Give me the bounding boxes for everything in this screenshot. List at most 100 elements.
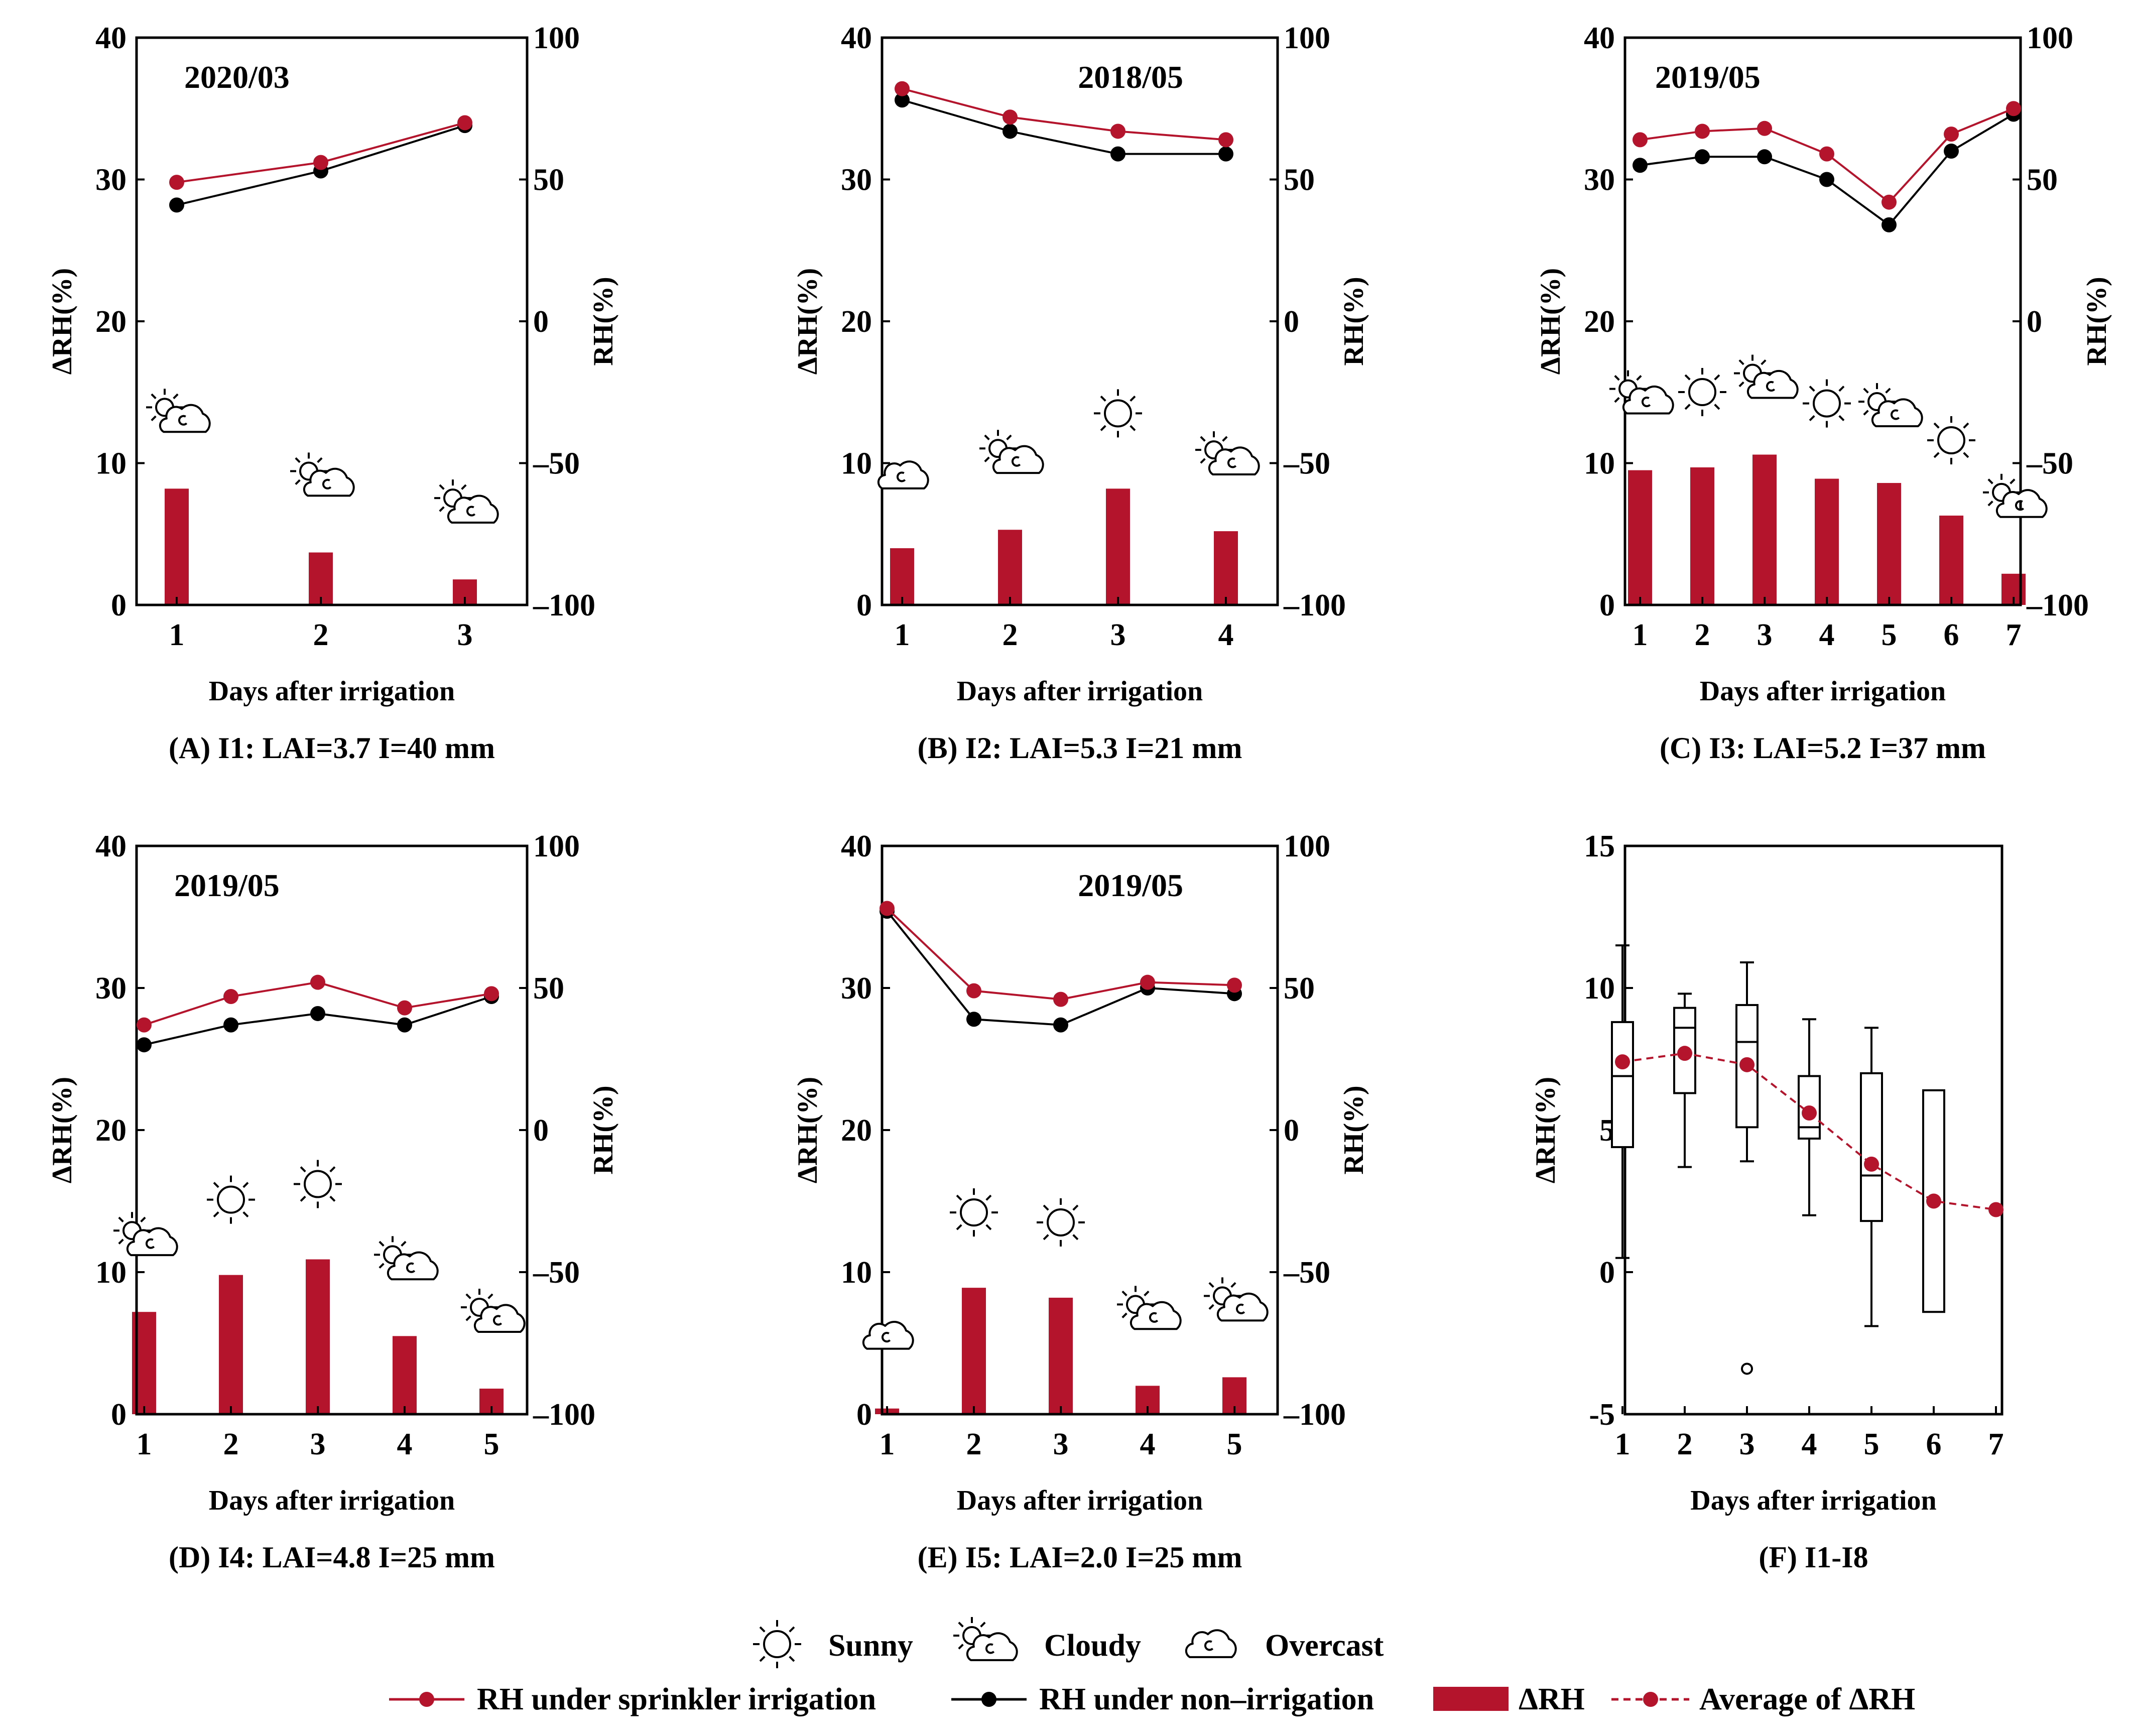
rh-sprinkler-point [1819,146,1834,162]
average-delta-rh-point [1615,1054,1630,1070]
sun-ray [1809,415,1815,421]
cloud-shape [1216,1292,1269,1322]
cloudy-icon [146,389,211,433]
cloudy-icon [979,430,1044,474]
panel-caption: (E) I5: LAI=2.0 I=25 mm [918,1541,1242,1574]
date-label: 2020/03 [184,59,290,95]
box-iqr [1611,1021,1634,1148]
sun-ray [1714,374,1720,381]
sun-ray [956,1224,962,1230]
legend-rh-sprinkler-label: RH under sprinkler irrigation [477,1682,876,1716]
cloud-shape [966,1632,1018,1661]
x-axis-label: Days after irrigation [1690,1485,1936,1516]
sun-disc [304,1170,332,1198]
sun-disc [1047,1208,1075,1236]
cloud-shape [126,1227,178,1257]
sun-ray [980,1622,986,1628]
left-tick-label: 0 [1599,588,1615,623]
rh-non-irrigation-point [1944,144,1959,159]
rh-non-irrigation-point [397,1017,412,1033]
y-axis-right-label: RH(%) [1338,277,1369,365]
right-tick-label: –50 [1283,447,1330,481]
sun-ray [439,506,445,512]
left-tick-label: 20 [95,1113,127,1148]
right-tick-label: 0 [1284,305,1299,339]
right-tick-label: –50 [533,1256,580,1290]
sun-ray [1222,436,1228,442]
sun-disc [1937,426,1965,455]
rh-non-irrigation-point [1757,149,1772,165]
rh-non-irrigation-point [1633,158,1648,173]
left-tick-label: 30 [95,971,127,1006]
x-tick-label: 3 [1053,1427,1069,1461]
sun-ray [173,393,179,400]
right-tick-label: 50 [1284,971,1315,1006]
left-tick-label: 30 [1584,163,1615,197]
date-label: 2019/05 [1655,59,1761,95]
x-tick-label: 1 [169,618,185,652]
sun-ray [295,457,301,463]
rh-non-irrigation-point [1110,146,1125,162]
date-label: 2018/05 [1078,59,1183,95]
x-axis-label: Days after irrigation [1700,676,1946,707]
right-tick-label: 100 [533,21,580,55]
y-axis-left-label: ΔRH(%) [47,1077,78,1183]
x-tick-label: 5 [1864,1427,1879,1461]
sun-ray [1738,359,1744,365]
rh-sprinkler-point [1757,120,1772,136]
right-tick-label: 0 [1284,1113,1299,1148]
sun-ray [1963,452,1969,458]
rh-sprinkler-point [1140,974,1155,990]
x-tick-label: 3 [1757,618,1773,652]
sun-ray [118,1238,124,1245]
cloudy-icon [461,1289,526,1333]
delta-rh-bar [1752,454,1777,605]
right-tick-label: –50 [533,447,580,481]
average-delta-rh-point [1988,1202,2003,1217]
sun-ray [379,1263,385,1269]
sun-ray [317,457,323,463]
sun-ray [295,479,301,485]
delta-rh-bar [1106,488,1130,605]
panel-c: 0 10 20 30 40 –100 –50 0 50 100 2019/05 ΔRH(%) RH(%)… [1535,21,2112,765]
y-axis-right-label: RH(%) [1338,1085,1369,1174]
rh-non-irrigation-point [966,1012,981,1027]
sun-disc [960,1198,988,1227]
right-tick-label: 100 [1284,21,1330,55]
cloud-shape [1185,1629,1237,1658]
panel-caption: (C) I3: LAI=5.2 I=37 mm [1660,731,1986,765]
cloudy-icon [1195,431,1260,475]
sun-ray [1614,397,1620,403]
left-tick-label: 40 [1584,21,1615,55]
legend-rh-non-marker [981,1692,996,1707]
rh-non-irrigation-point [895,92,910,108]
sun-ray [1987,478,1993,484]
right-tick-label: 50 [533,971,564,1006]
legend-delta-rh-swatch [1433,1687,1509,1711]
overcast-icon [1185,1629,1237,1658]
legend-rh-non-label: RH under non–irrigation [1039,1682,1374,1716]
y-axis-right-label: RH(%) [588,1085,619,1174]
sun-ray [118,1216,124,1222]
delta-rh-bar [1214,531,1238,605]
sun-ray [1230,1282,1236,1288]
left-tick-label: 20 [1584,305,1615,339]
sun-ray [984,456,990,462]
sun-ray [1100,395,1106,402]
cloudy-icon [1609,370,1674,415]
x-axis-label: Days after irrigation [209,676,455,707]
rh-non-irrigation-point [1053,1017,1068,1033]
sunny-icon [294,1160,342,1208]
sun-ray [1100,425,1106,431]
cloud-shape [1130,1301,1182,1330]
right-tick-label: –100 [1283,588,1346,623]
delta-rh-bar [1939,516,1963,605]
sun-disc [1813,389,1841,418]
left-tick-label: 10 [95,1256,127,1290]
delta-rh-bar [1815,478,1839,605]
cloudy-icon [1204,1277,1269,1322]
right-tick-label: –100 [2026,588,2089,623]
y-axis-right-label: RH(%) [2081,277,2112,365]
rh-sprinkler-line [902,87,1226,141]
